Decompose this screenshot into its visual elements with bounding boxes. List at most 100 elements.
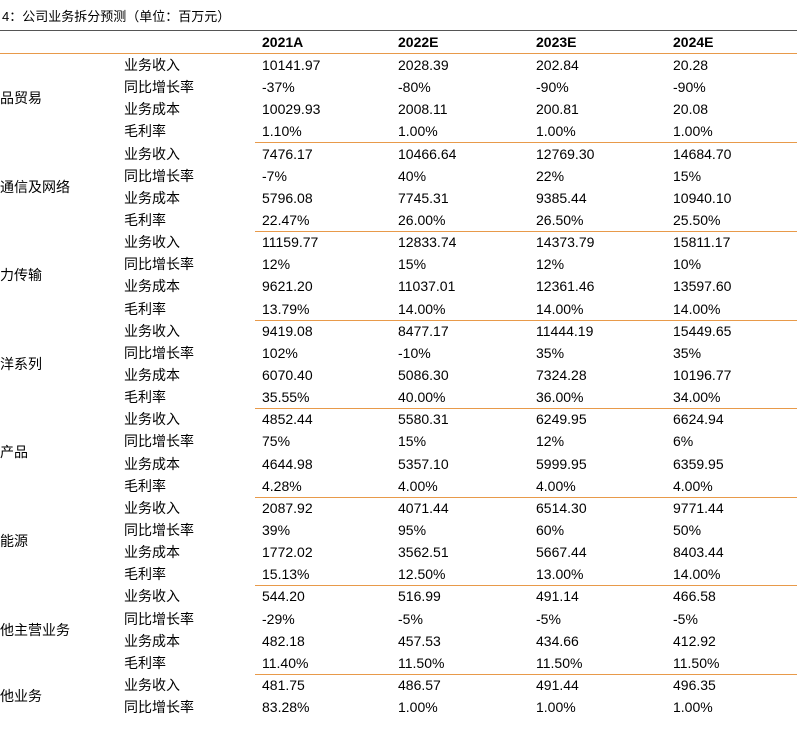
- cell: 12%: [536, 433, 565, 450]
- cell: 60%: [536, 521, 565, 538]
- cell: -90%: [536, 79, 569, 96]
- table-title: 4：公司业务拆分预测（单位：百万元）: [2, 9, 231, 24]
- cell: 9419.08: [262, 322, 313, 339]
- cell: 2008.11: [398, 101, 448, 118]
- segment-rule: [255, 585, 797, 587]
- cell: 6624.94: [673, 411, 724, 428]
- segment-rule: [255, 319, 797, 321]
- column-header: 2024E: [673, 34, 714, 50]
- segment-name: 洋系列: [0, 355, 42, 372]
- cell: 5086.30: [398, 366, 449, 383]
- cell: 11.50%: [398, 654, 445, 671]
- cell: 5357.10: [398, 455, 449, 472]
- row-label: 业务收入: [124, 145, 180, 162]
- row-label: 毛利率: [124, 654, 166, 671]
- cell: 13.00%: [536, 566, 584, 583]
- cell: -5%: [673, 610, 698, 627]
- cell: 1.10%: [262, 123, 302, 140]
- cell: 1.00%: [398, 123, 438, 140]
- cell: 11159.77: [262, 234, 319, 251]
- cell: 4.00%: [398, 477, 438, 494]
- cell: 496.35: [673, 676, 716, 693]
- cell: 516.99: [398, 588, 441, 605]
- row-label: 毛利率: [124, 123, 166, 140]
- cell: -37%: [262, 79, 295, 96]
- cell: 4.00%: [673, 477, 713, 494]
- cell: 6249.95: [536, 411, 587, 428]
- cell: 5580.31: [398, 411, 449, 428]
- cell: 35%: [536, 344, 565, 361]
- cell: 11444.19: [536, 322, 594, 339]
- cell: -5%: [398, 610, 423, 627]
- segment-name: 品贸易: [0, 90, 42, 107]
- cell: 200.81: [536, 101, 579, 118]
- cell: 36.00%: [536, 389, 584, 406]
- row-label: 业务收入: [124, 322, 180, 339]
- cell: 83.28%: [262, 699, 310, 716]
- cell: 26.50%: [536, 211, 584, 228]
- cell: 491.14: [536, 588, 579, 605]
- column-header: 2023E: [536, 34, 577, 50]
- row-label: 业务成本: [124, 544, 180, 561]
- cell: -10%: [398, 344, 431, 361]
- cell: 481.75: [262, 676, 305, 693]
- cell: 95%: [398, 521, 427, 538]
- cell: 75%: [262, 433, 291, 450]
- row-label: 毛利率: [124, 211, 166, 228]
- cell: 35%: [673, 344, 702, 361]
- cell: 9621.20: [262, 278, 313, 295]
- row-label: 业务收入: [124, 499, 180, 516]
- row-label: 业务成本: [124, 455, 180, 472]
- segment-rule: [255, 496, 797, 498]
- cell: 1.00%: [673, 699, 713, 716]
- cell: 3562.51: [398, 544, 449, 561]
- segment-name: 他业务: [0, 687, 42, 704]
- row-label: 同比增长率: [124, 344, 194, 361]
- column-header: 2021A: [262, 34, 304, 50]
- cell: 412.92: [673, 632, 716, 649]
- row-label: 业务成本: [124, 278, 180, 295]
- segment-name: 力传输: [0, 267, 42, 284]
- row-label: 业务收入: [124, 411, 180, 428]
- cell: 12361.46: [536, 278, 595, 295]
- cell: 6359.95: [673, 455, 724, 472]
- cell: 12.50%: [398, 566, 446, 583]
- cell: 7745.31: [398, 189, 449, 206]
- cell: -90%: [673, 79, 706, 96]
- cell: 10%: [673, 256, 702, 273]
- row-label: 毛利率: [124, 389, 166, 406]
- cell: 9771.44: [673, 499, 724, 516]
- cell: 457.53: [398, 632, 441, 649]
- cell: 15.13%: [262, 566, 310, 583]
- cell: 15%: [398, 433, 427, 450]
- row-label: 同比增长率: [124, 610, 194, 627]
- cell: 14373.79: [536, 234, 595, 251]
- cell: 14.00%: [398, 300, 446, 317]
- cell: 2028.39: [398, 57, 449, 73]
- cell: 12%: [262, 256, 291, 273]
- cell: 11.50%: [536, 654, 583, 671]
- cell: 482.18: [262, 632, 305, 649]
- cell: 14684.70: [673, 145, 732, 162]
- cell: 15%: [673, 167, 702, 184]
- row-label: 业务收入: [124, 588, 180, 605]
- cell: -5%: [536, 610, 561, 627]
- cell: 26.00%: [398, 211, 446, 228]
- row-label: 毛利率: [124, 477, 166, 494]
- cell: 1.00%: [673, 123, 713, 140]
- cell: 4.28%: [262, 477, 302, 494]
- cell: 13.79%: [262, 300, 310, 317]
- cell: 11037.01: [398, 278, 456, 295]
- cell: 544.20: [262, 588, 305, 605]
- row-label: 业务收入: [124, 676, 180, 693]
- segment-name: 能源: [0, 533, 28, 549]
- row-label: 业务成本: [124, 366, 180, 383]
- row-label: 同比增长率: [124, 167, 194, 184]
- cell: 11.40%: [262, 654, 309, 671]
- cell: 5796.08: [262, 189, 313, 206]
- top-rule: [0, 30, 797, 31]
- cell: 8403.44: [673, 544, 724, 561]
- cell: 6%: [673, 433, 694, 450]
- cell: 202.84: [536, 57, 579, 73]
- cell: 4071.44: [398, 499, 449, 516]
